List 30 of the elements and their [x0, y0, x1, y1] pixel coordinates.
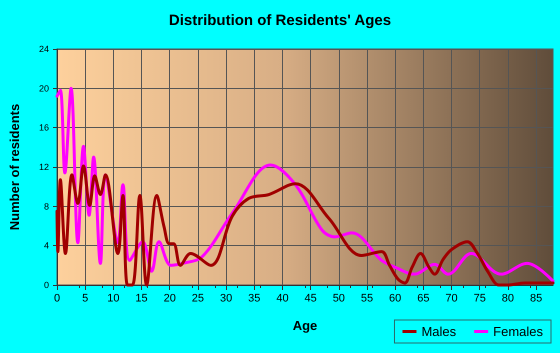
x-tick-label: 70 [445, 292, 458, 304]
y-tick-label: 0 [44, 280, 49, 290]
y-axis-title: Number of residents [7, 104, 22, 230]
y-tick-label: 4 [44, 240, 49, 251]
x-tick-label: 85 [530, 292, 542, 304]
x-tick-label: 10 [107, 292, 120, 304]
x-axis-title: Age [292, 318, 318, 333]
x-tick-label: 0 [54, 292, 60, 304]
x-tick-label: 55 [360, 292, 374, 304]
x-tick-label: 15 [135, 292, 148, 304]
y-tick-label: 24 [38, 44, 49, 54]
x-tick-label: 45 [304, 292, 317, 304]
x-tick-label: 40 [276, 292, 289, 304]
chart-title: Distribution of Residents' Ages [168, 12, 392, 29]
x-tick-label: 80 [502, 292, 514, 304]
y-tick-label: 8 [44, 201, 49, 212]
y-tick-label: 16 [38, 122, 49, 133]
x-tick-label: 35 [248, 292, 260, 304]
x-tick-label: 30 [220, 292, 232, 304]
y-tick-label: 20 [38, 83, 49, 94]
legend-label: Males [421, 324, 457, 339]
x-tick-label: 5 [82, 292, 88, 304]
y-tick-label: 12 [38, 162, 49, 172]
x-tick-label: 65 [417, 292, 430, 304]
x-tick-label: 50 [332, 292, 345, 304]
x-tick-label: 60 [389, 292, 402, 304]
x-tick-label: 20 [164, 292, 176, 304]
x-tick-label: 75 [474, 292, 486, 304]
x-tick-label: 25 [192, 292, 204, 304]
legend-label: Females [493, 324, 544, 339]
